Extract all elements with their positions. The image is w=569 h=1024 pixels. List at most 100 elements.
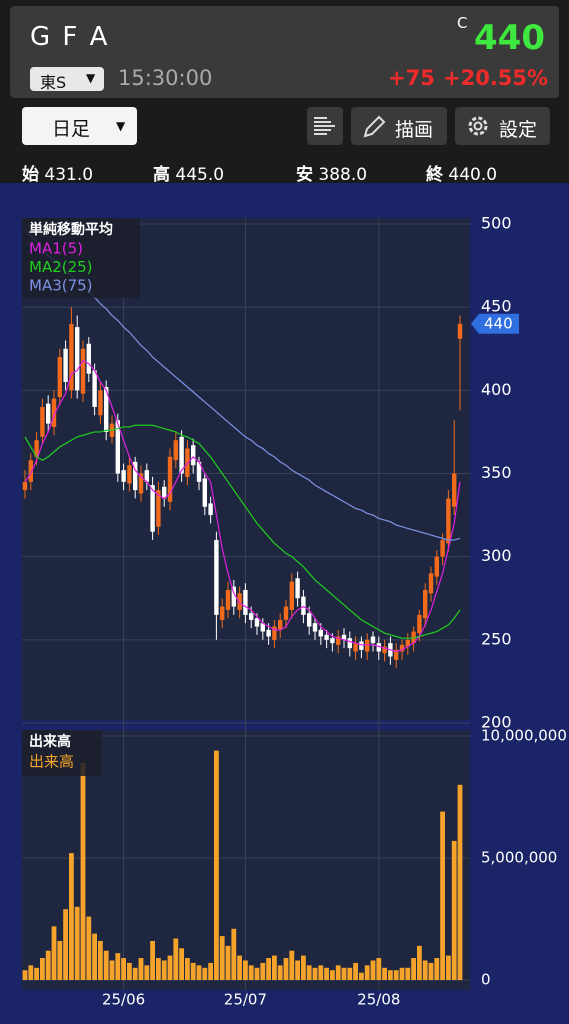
ohlc-value: 388.0: [318, 165, 368, 185]
y-tick-label: 400: [481, 380, 512, 399]
volume-bar: [451, 840, 457, 980]
candle-body: [133, 461, 138, 491]
volume-bar: [231, 928, 237, 980]
candle-body: [98, 390, 103, 416]
market-select[interactable]: 東S ▼: [30, 67, 104, 92]
volume-bar: [382, 967, 387, 980]
candle-body: [191, 445, 196, 466]
ma-line: [24, 424, 461, 639]
volume-bar: [45, 950, 51, 980]
ohlc-close: 終 440.0: [426, 160, 497, 185]
volume-bar: [132, 967, 138, 980]
x-tick-label: 25/06: [102, 991, 145, 1009]
volume-bar: [266, 958, 271, 980]
legend-box: [22, 730, 102, 776]
y-tick-label: 10,000,000: [481, 727, 567, 745]
y-tick-label: 300: [481, 546, 512, 565]
candle-body: [150, 485, 155, 532]
volume-bar: [138, 958, 144, 980]
candle-body: [196, 461, 202, 482]
candle-body: [231, 586, 236, 607]
legend-entry: MA3(75): [29, 277, 93, 295]
period-select[interactable]: 日足 ▼: [22, 107, 137, 145]
candle-body: [34, 440, 39, 457]
volume-bar: [411, 958, 416, 980]
volume-bar: [248, 965, 254, 980]
candle-body: [86, 343, 91, 374]
volume-bar: [428, 962, 434, 980]
candle-body: [278, 619, 283, 630]
volume-bar: [40, 958, 45, 980]
volume-bar: [341, 967, 347, 980]
candle-body: [138, 473, 144, 494]
volume-bar: [103, 950, 109, 980]
volume-bar: [347, 967, 353, 980]
volume-bar: [156, 958, 161, 980]
candle-body: [452, 473, 457, 507]
volume-bar: [80, 762, 86, 980]
volume-bar: [167, 955, 173, 980]
y-tick-label: 0: [481, 971, 491, 989]
volume-bar: [144, 965, 150, 980]
candle-body: [214, 540, 219, 615]
draw-button[interactable]: 描画: [351, 107, 447, 145]
candle-body: [399, 644, 405, 652]
candle-body: [307, 613, 312, 627]
legend-title: 出来高: [29, 733, 71, 750]
period: 日足: [52, 118, 91, 140]
legend-entry: 出来高: [29, 753, 74, 771]
candle-body: [417, 614, 422, 634]
volume-bar: [324, 967, 329, 980]
x-tick-label: 25/08: [357, 991, 400, 1009]
candle-body: [173, 440, 178, 461]
volume-bar: [57, 940, 63, 980]
ohlc-label: 始: [22, 165, 39, 185]
candle-body: [156, 490, 161, 527]
time: 15:30:00: [118, 66, 213, 90]
volume-bar: [393, 970, 399, 980]
volume-bar: [277, 965, 283, 980]
y-tick-label: 250: [481, 629, 512, 648]
candle-body: [202, 478, 207, 507]
volume-bar: [243, 960, 248, 980]
volume-bar: [289, 950, 295, 980]
candle-body: [440, 540, 445, 557]
candle-body: [382, 646, 387, 654]
volume-bar: [272, 955, 277, 980]
ohlc-value: 445.0: [175, 165, 225, 185]
candle-body: [220, 606, 225, 620]
candle-body: [301, 596, 306, 615]
volume-bar: [446, 955, 451, 980]
indicator-button[interactable]: [307, 107, 343, 145]
candle-body: [336, 636, 341, 645]
candle-body: [225, 589, 231, 610]
candle-body: [411, 631, 416, 644]
volume-bar: [190, 962, 196, 980]
volume-bar: [121, 958, 126, 980]
price-flag: C: [457, 14, 468, 32]
volume-bar: [399, 967, 405, 980]
pencil-icon: [363, 115, 386, 138]
y-tick-label: 5,000,000: [481, 849, 557, 867]
volume-bar: [301, 955, 306, 980]
price-tag: [471, 313, 519, 334]
volume-bar: [98, 940, 103, 980]
volume-bar: [208, 962, 213, 980]
volume-bar: [63, 909, 68, 980]
candle-body: [330, 638, 335, 644]
legend-entry: MA2(25): [29, 258, 93, 276]
candle-body: [266, 629, 271, 637]
change-pct: +20.55%: [443, 66, 549, 90]
volume-bar: [434, 958, 440, 980]
ohlc-label: 安: [296, 165, 313, 185]
volume-bar: [225, 945, 231, 980]
ma-line: [24, 228, 461, 541]
candle-body: [63, 348, 68, 383]
y-tick-label: 450: [481, 297, 512, 316]
volume-bar: [219, 936, 225, 980]
settings-button[interactable]: 設定: [455, 107, 550, 145]
candle-body: [69, 323, 74, 391]
volume-bar: [295, 960, 300, 980]
candle-body: [46, 403, 51, 424]
settings-label: 設定: [499, 119, 538, 141]
